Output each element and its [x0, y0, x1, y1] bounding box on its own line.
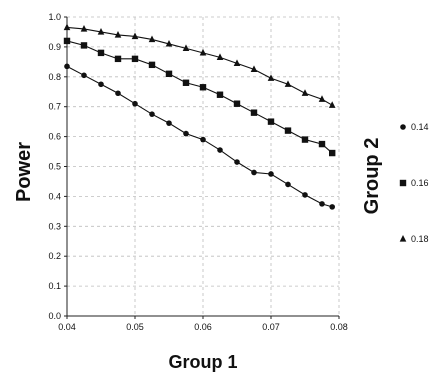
axes-layer: 0.0 0.1 0.2 0.3 0.4 0.5 0.6 0.7 0.8 0.9 1.0 0.04 0.0…	[48, 12, 347, 332]
marker-circle	[302, 192, 308, 198]
marker-circle	[319, 201, 325, 207]
marker-circle	[64, 63, 70, 70]
marker-square	[329, 149, 336, 157]
marker-triangle	[318, 95, 326, 102]
marker-square	[199, 84, 207, 91]
x-tick-label: 0.04	[58, 322, 76, 332]
y-tick-label: 0.0	[48, 311, 61, 321]
x-tick-label: 0.06	[194, 322, 212, 332]
marker-square	[114, 55, 122, 63]
marker-circle	[183, 130, 189, 137]
y-tick-label: 0.4	[48, 191, 61, 201]
series-triangle	[63, 23, 336, 108]
marker-triangle	[148, 35, 156, 43]
marker-square	[148, 61, 156, 69]
series-line-triangle	[66, 26, 333, 106]
y-tick-label: 0.1	[48, 281, 61, 291]
marker-circle	[329, 204, 336, 210]
marker-square	[318, 140, 326, 148]
series-circle	[64, 63, 336, 210]
marker-triangle	[182, 44, 190, 52]
marker-circle	[98, 81, 104, 88]
marker-circle	[217, 147, 223, 153]
y-tick-label: 0.6	[48, 132, 61, 142]
legend: 0.14 0.16 0.18	[399, 122, 429, 244]
marker-triangle	[114, 30, 122, 38]
y-tick-label: 0.8	[48, 72, 61, 82]
x-axis-title: Group 1	[168, 352, 237, 372]
y-axis-title: Power	[13, 142, 35, 202]
legend-label: 0.14	[411, 122, 429, 132]
series-layer	[63, 23, 336, 210]
marker-triangle	[97, 27, 105, 35]
y-tick-label: 0.3	[48, 221, 61, 231]
marker-triangle	[328, 101, 336, 108]
legend-label: 0.16	[411, 178, 429, 188]
marker-circle	[234, 159, 240, 165]
marker-square	[284, 127, 292, 134]
marker-triangle	[199, 48, 207, 56]
marker-square	[182, 79, 190, 86]
marker-triangle	[63, 23, 71, 31]
marker-square	[165, 70, 173, 78]
marker-triangle	[250, 65, 258, 72]
marker-square	[80, 42, 88, 49]
marker-square	[216, 91, 224, 98]
marker-triangle	[80, 25, 88, 32]
marker-square	[63, 37, 71, 45]
y-tick-label: 0.5	[48, 162, 61, 172]
marker-triangle	[301, 89, 309, 96]
marker-circle	[251, 169, 257, 176]
marker-square	[250, 109, 258, 116]
marker-circle	[268, 171, 274, 177]
grid-layer	[67, 16, 340, 316]
marker-triangle	[284, 80, 292, 87]
marker-triangle	[267, 74, 275, 81]
marker-square-legend	[399, 179, 407, 187]
legend-label: 0.18	[411, 234, 429, 244]
y-tick-label: 1.0	[48, 12, 61, 22]
marker-square	[267, 118, 275, 125]
legend-item-triangle: 0.18	[399, 234, 429, 244]
marker-triangle	[216, 53, 224, 61]
x-tick-label: 0.05	[126, 322, 144, 332]
marker-circle	[81, 72, 87, 79]
marker-triangle-legend	[399, 235, 407, 242]
marker-square	[97, 49, 105, 57]
marker-square	[233, 100, 241, 107]
marker-square	[131, 55, 139, 63]
marker-circle	[115, 90, 121, 97]
marker-circle	[166, 120, 172, 126]
marker-circle	[200, 136, 206, 143]
y-tick-label: 0.2	[48, 251, 61, 261]
legend-item-square: 0.16	[399, 178, 429, 188]
marker-square	[301, 136, 309, 143]
legend-item-circle: 0.14	[400, 122, 429, 132]
y-tick-label: 0.9	[48, 42, 61, 52]
marker-triangle	[165, 39, 173, 47]
y-tick-label: 0.7	[48, 102, 61, 112]
marker-circle	[132, 100, 138, 107]
x-tick-label: 0.07	[262, 322, 280, 332]
marker-circle	[285, 181, 291, 188]
marker-circle-legend	[400, 124, 406, 130]
series-square	[63, 37, 336, 157]
marker-circle	[149, 111, 155, 117]
x-tick-label: 0.08	[330, 322, 348, 332]
legend-title: Group 2	[361, 138, 383, 215]
marker-triangle	[233, 59, 241, 66]
marker-triangle	[131, 32, 139, 40]
